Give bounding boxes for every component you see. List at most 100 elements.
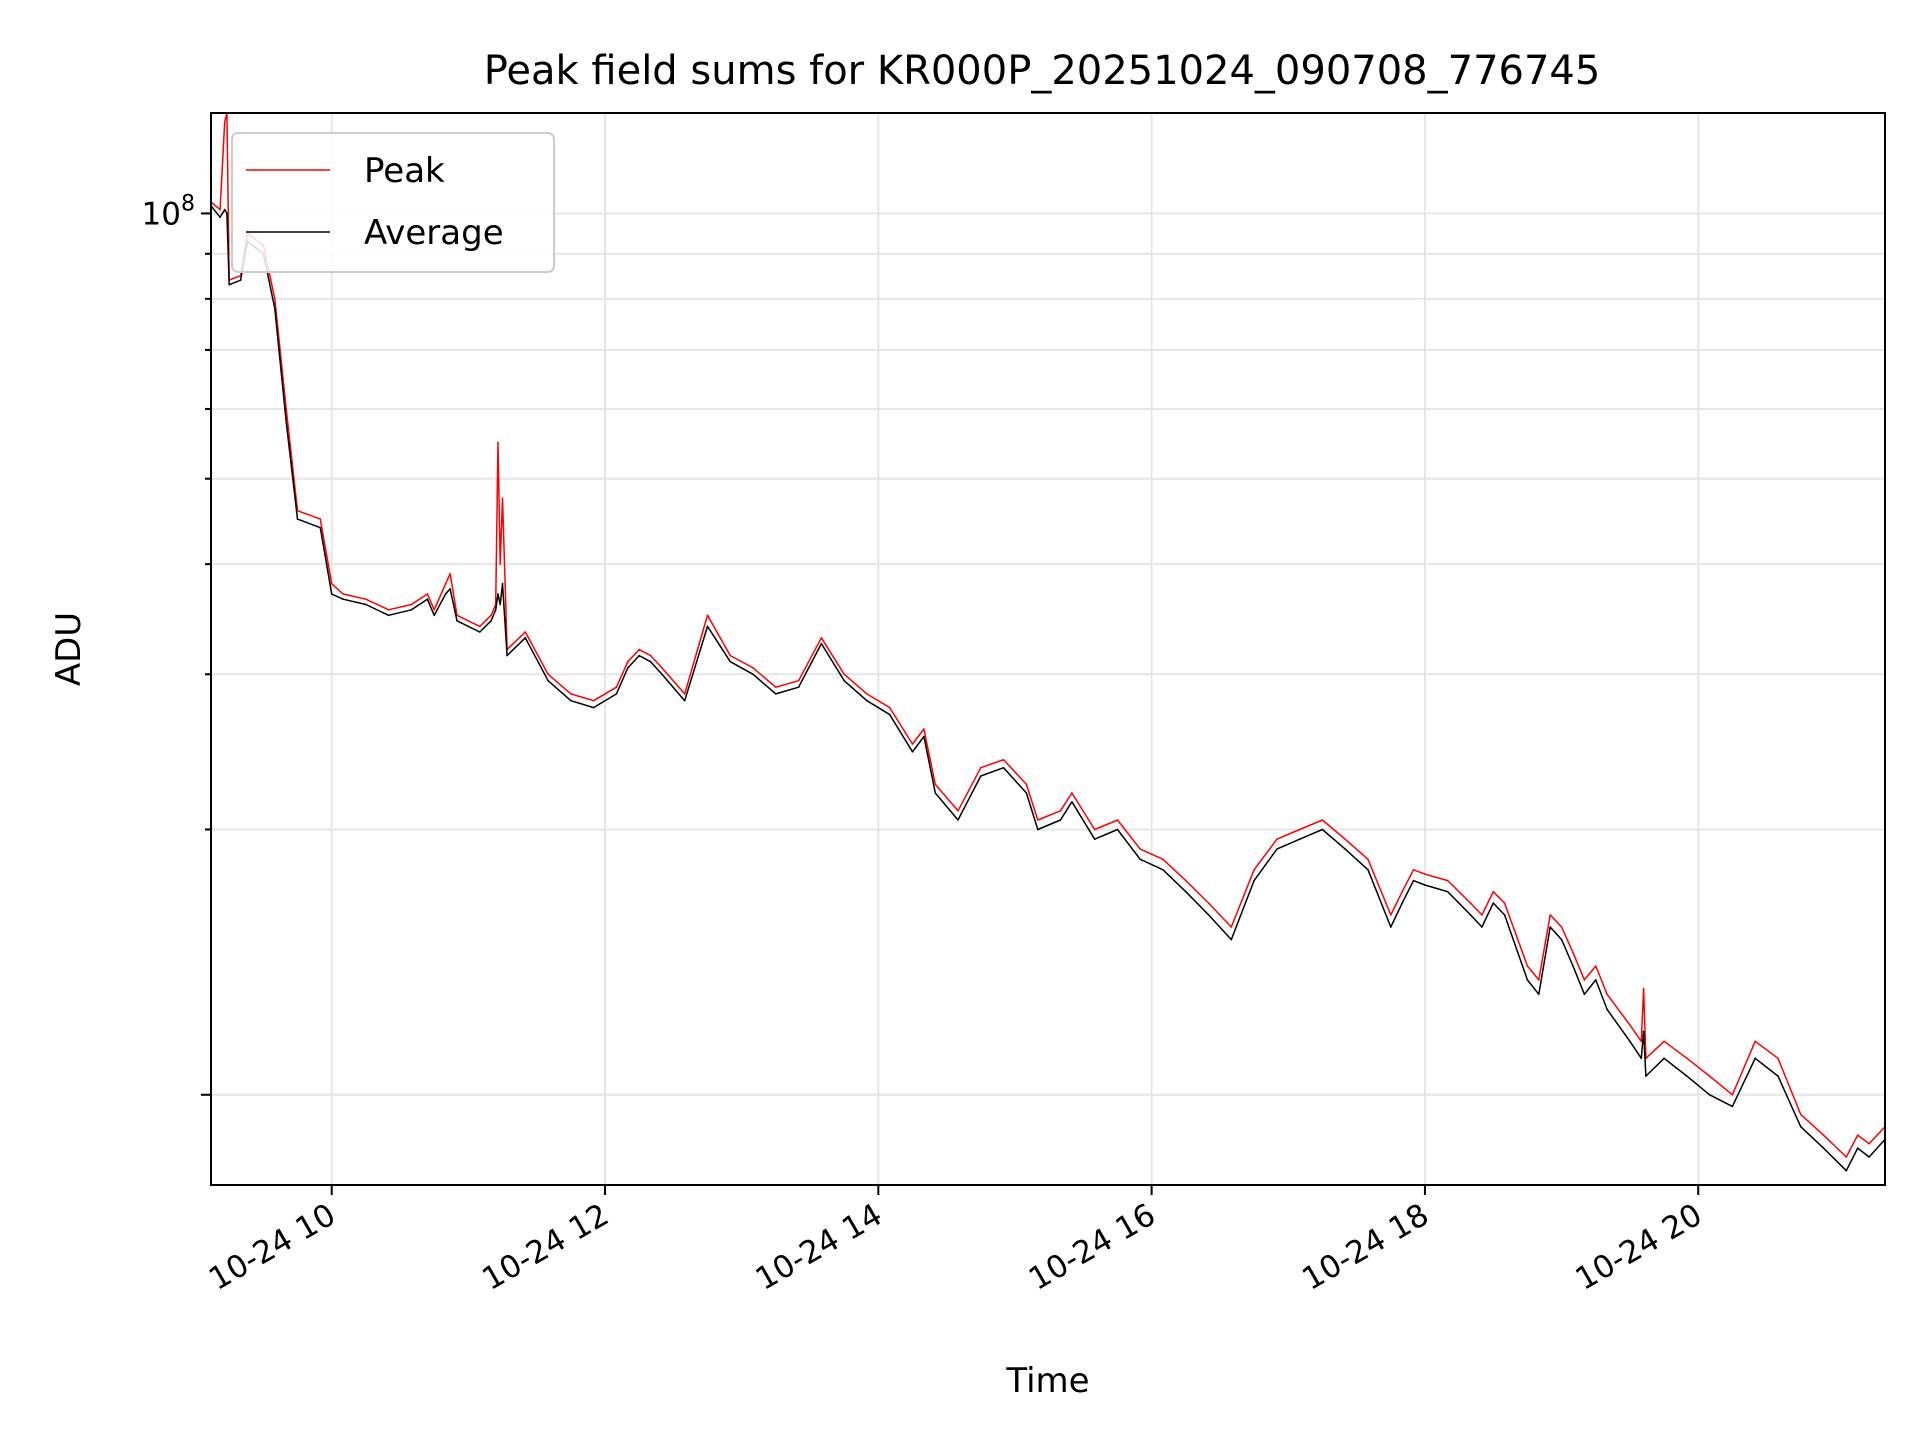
data-point-average: [1583, 993, 1586, 996]
data-point-peak: [1401, 890, 1403, 893]
data-point-average: [285, 421, 288, 423]
data-point-average: [1230, 938, 1233, 941]
data-point-peak: [729, 654, 732, 657]
series-line-average: [210, 205, 1886, 1172]
data-point-average: [1799, 1125, 1802, 1128]
data-point-average: [1595, 979, 1597, 981]
data-point-peak: [570, 693, 572, 695]
data-point-average: [490, 620, 492, 622]
data-point-peak: [1686, 1057, 1688, 1060]
data-point-average: [1856, 1147, 1859, 1149]
data-point-average: [1754, 1057, 1756, 1060]
data-point-peak: [934, 783, 937, 786]
data-point-peak: [330, 583, 333, 585]
data-point-average: [592, 706, 595, 709]
data-point-average: [1868, 1156, 1870, 1158]
data-point-peak: [775, 686, 777, 688]
data-point-peak: [1390, 914, 1392, 916]
data-point-average: [843, 679, 845, 682]
data-point-peak: [1845, 1156, 1848, 1158]
data-point-average: [1481, 926, 1483, 928]
data-point-average: [1777, 1075, 1779, 1077]
data-point-average: [888, 713, 891, 716]
data-point-peak: [1002, 758, 1005, 761]
data-point-peak: [499, 563, 502, 565]
series-line-peak: [210, 112, 1886, 1158]
data-point-average: [1526, 979, 1529, 981]
data-point-average: [980, 775, 982, 777]
data-point-average: [1572, 965, 1574, 967]
data-point-peak: [1663, 1040, 1665, 1043]
data-point-average: [499, 603, 502, 606]
data-point-average: [228, 283, 230, 286]
data-point-peak: [1640, 1040, 1643, 1043]
data-point-average: [1822, 1147, 1825, 1149]
data-point-peak: [1025, 783, 1028, 786]
legend-box: [231, 132, 555, 273]
data-point-average: [547, 679, 549, 682]
data-point-peak: [497, 441, 499, 444]
data-point-average: [615, 693, 618, 695]
data-point-peak: [1642, 987, 1645, 990]
data-point-average: [219, 216, 221, 219]
data-point-average: [426, 598, 429, 600]
data-point-average: [1002, 766, 1005, 769]
data-point-peak: [1731, 1094, 1734, 1096]
data-point-peak: [649, 654, 652, 657]
data-point-average: [456, 620, 458, 622]
data-point-average: [683, 699, 686, 702]
data-point-average: [226, 212, 228, 215]
data-point-average: [387, 614, 390, 617]
data-point-average: [729, 660, 732, 663]
legend-label-average: Average: [364, 213, 504, 253]
data-point-average: [296, 518, 299, 520]
data-point-average: [649, 660, 652, 663]
data-point-peak: [1606, 993, 1608, 996]
data-point-peak: [888, 706, 891, 709]
data-point-peak: [274, 298, 276, 300]
data-point-peak: [592, 699, 595, 702]
data-point-peak: [479, 625, 481, 628]
data-point-peak: [627, 660, 629, 663]
data-point-average: [444, 593, 447, 595]
data-point-peak: [410, 603, 413, 606]
data-point-peak: [501, 497, 504, 500]
series-average: [210, 205, 1886, 1172]
data-point-average: [1276, 848, 1278, 850]
data-point-peak: [797, 679, 800, 682]
data-point-peak: [1560, 926, 1563, 928]
data-point-average: [1116, 828, 1119, 831]
data-point-peak: [1549, 914, 1551, 916]
y-tick-label: 108: [142, 191, 195, 232]
data-point-average: [911, 751, 914, 753]
data-point-average: [1686, 1075, 1688, 1077]
data-point-peak: [449, 573, 451, 575]
data-point-average: [1401, 902, 1403, 904]
chart-title: Peak field sums for KR000P_20251024_0907…: [484, 48, 1601, 94]
data-point-average: [1731, 1105, 1734, 1108]
data-point-peak: [1583, 979, 1586, 981]
data-point-average: [1298, 838, 1301, 840]
data-point-peak: [1572, 951, 1574, 954]
data-point-peak: [1446, 879, 1449, 882]
data-point-average: [661, 673, 663, 676]
data-point-peak: [1253, 869, 1255, 871]
data-point-peak: [365, 598, 367, 600]
data-point-average: [1629, 1040, 1631, 1043]
data-point-average: [866, 699, 868, 702]
data-point-peak: [615, 686, 618, 688]
data-point-average: [1344, 848, 1346, 850]
data-point-average: [365, 603, 367, 606]
data-point-peak: [1230, 926, 1233, 928]
y-tick-label-base: 10: [142, 196, 181, 232]
data-point-average: [1390, 926, 1392, 928]
data-point-average: [1037, 828, 1039, 831]
data-point-peak: [1162, 858, 1164, 861]
data-point-peak: [387, 609, 390, 611]
data-point-peak: [1037, 819, 1039, 821]
data-point-peak: [843, 673, 845, 676]
data-point-average: [797, 686, 800, 688]
data-point-peak: [1344, 838, 1346, 840]
data-point-peak: [1185, 879, 1187, 882]
